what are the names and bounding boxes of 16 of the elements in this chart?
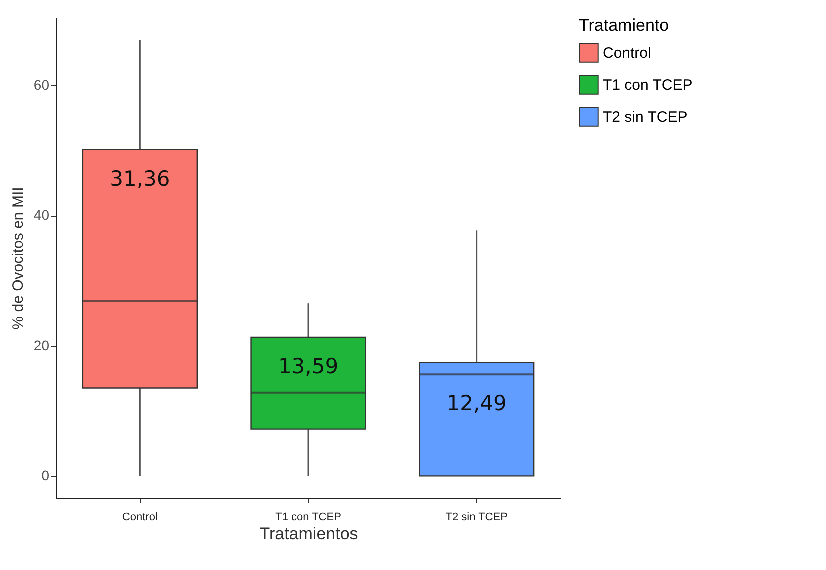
legend-label: T2 sin TCEP: [603, 109, 688, 126]
text: 12,49: [446, 392, 507, 416]
x-tick-label: Control: [122, 512, 158, 524]
legend-label: T1 con TCEP: [603, 77, 693, 94]
y-tick-label: 40: [34, 207, 50, 224]
y-tick-label: 0: [42, 468, 50, 484]
x-tick-label: T2 sin TCEP: [446, 512, 508, 524]
text: 13,59: [278, 354, 339, 378]
y-tick-label: 20: [34, 337, 50, 354]
legend-label: Control: [603, 45, 652, 62]
y-tick-label: 60: [34, 76, 50, 93]
x-tick-label: T1 con TCEP: [276, 512, 342, 524]
x-axis-title: Tratamientos: [260, 524, 358, 544]
y-axis-title: % de Ovocitos en MII: [10, 187, 27, 330]
legend-title: Tratamiento: [579, 16, 670, 35]
text: 31,36: [110, 166, 170, 191]
